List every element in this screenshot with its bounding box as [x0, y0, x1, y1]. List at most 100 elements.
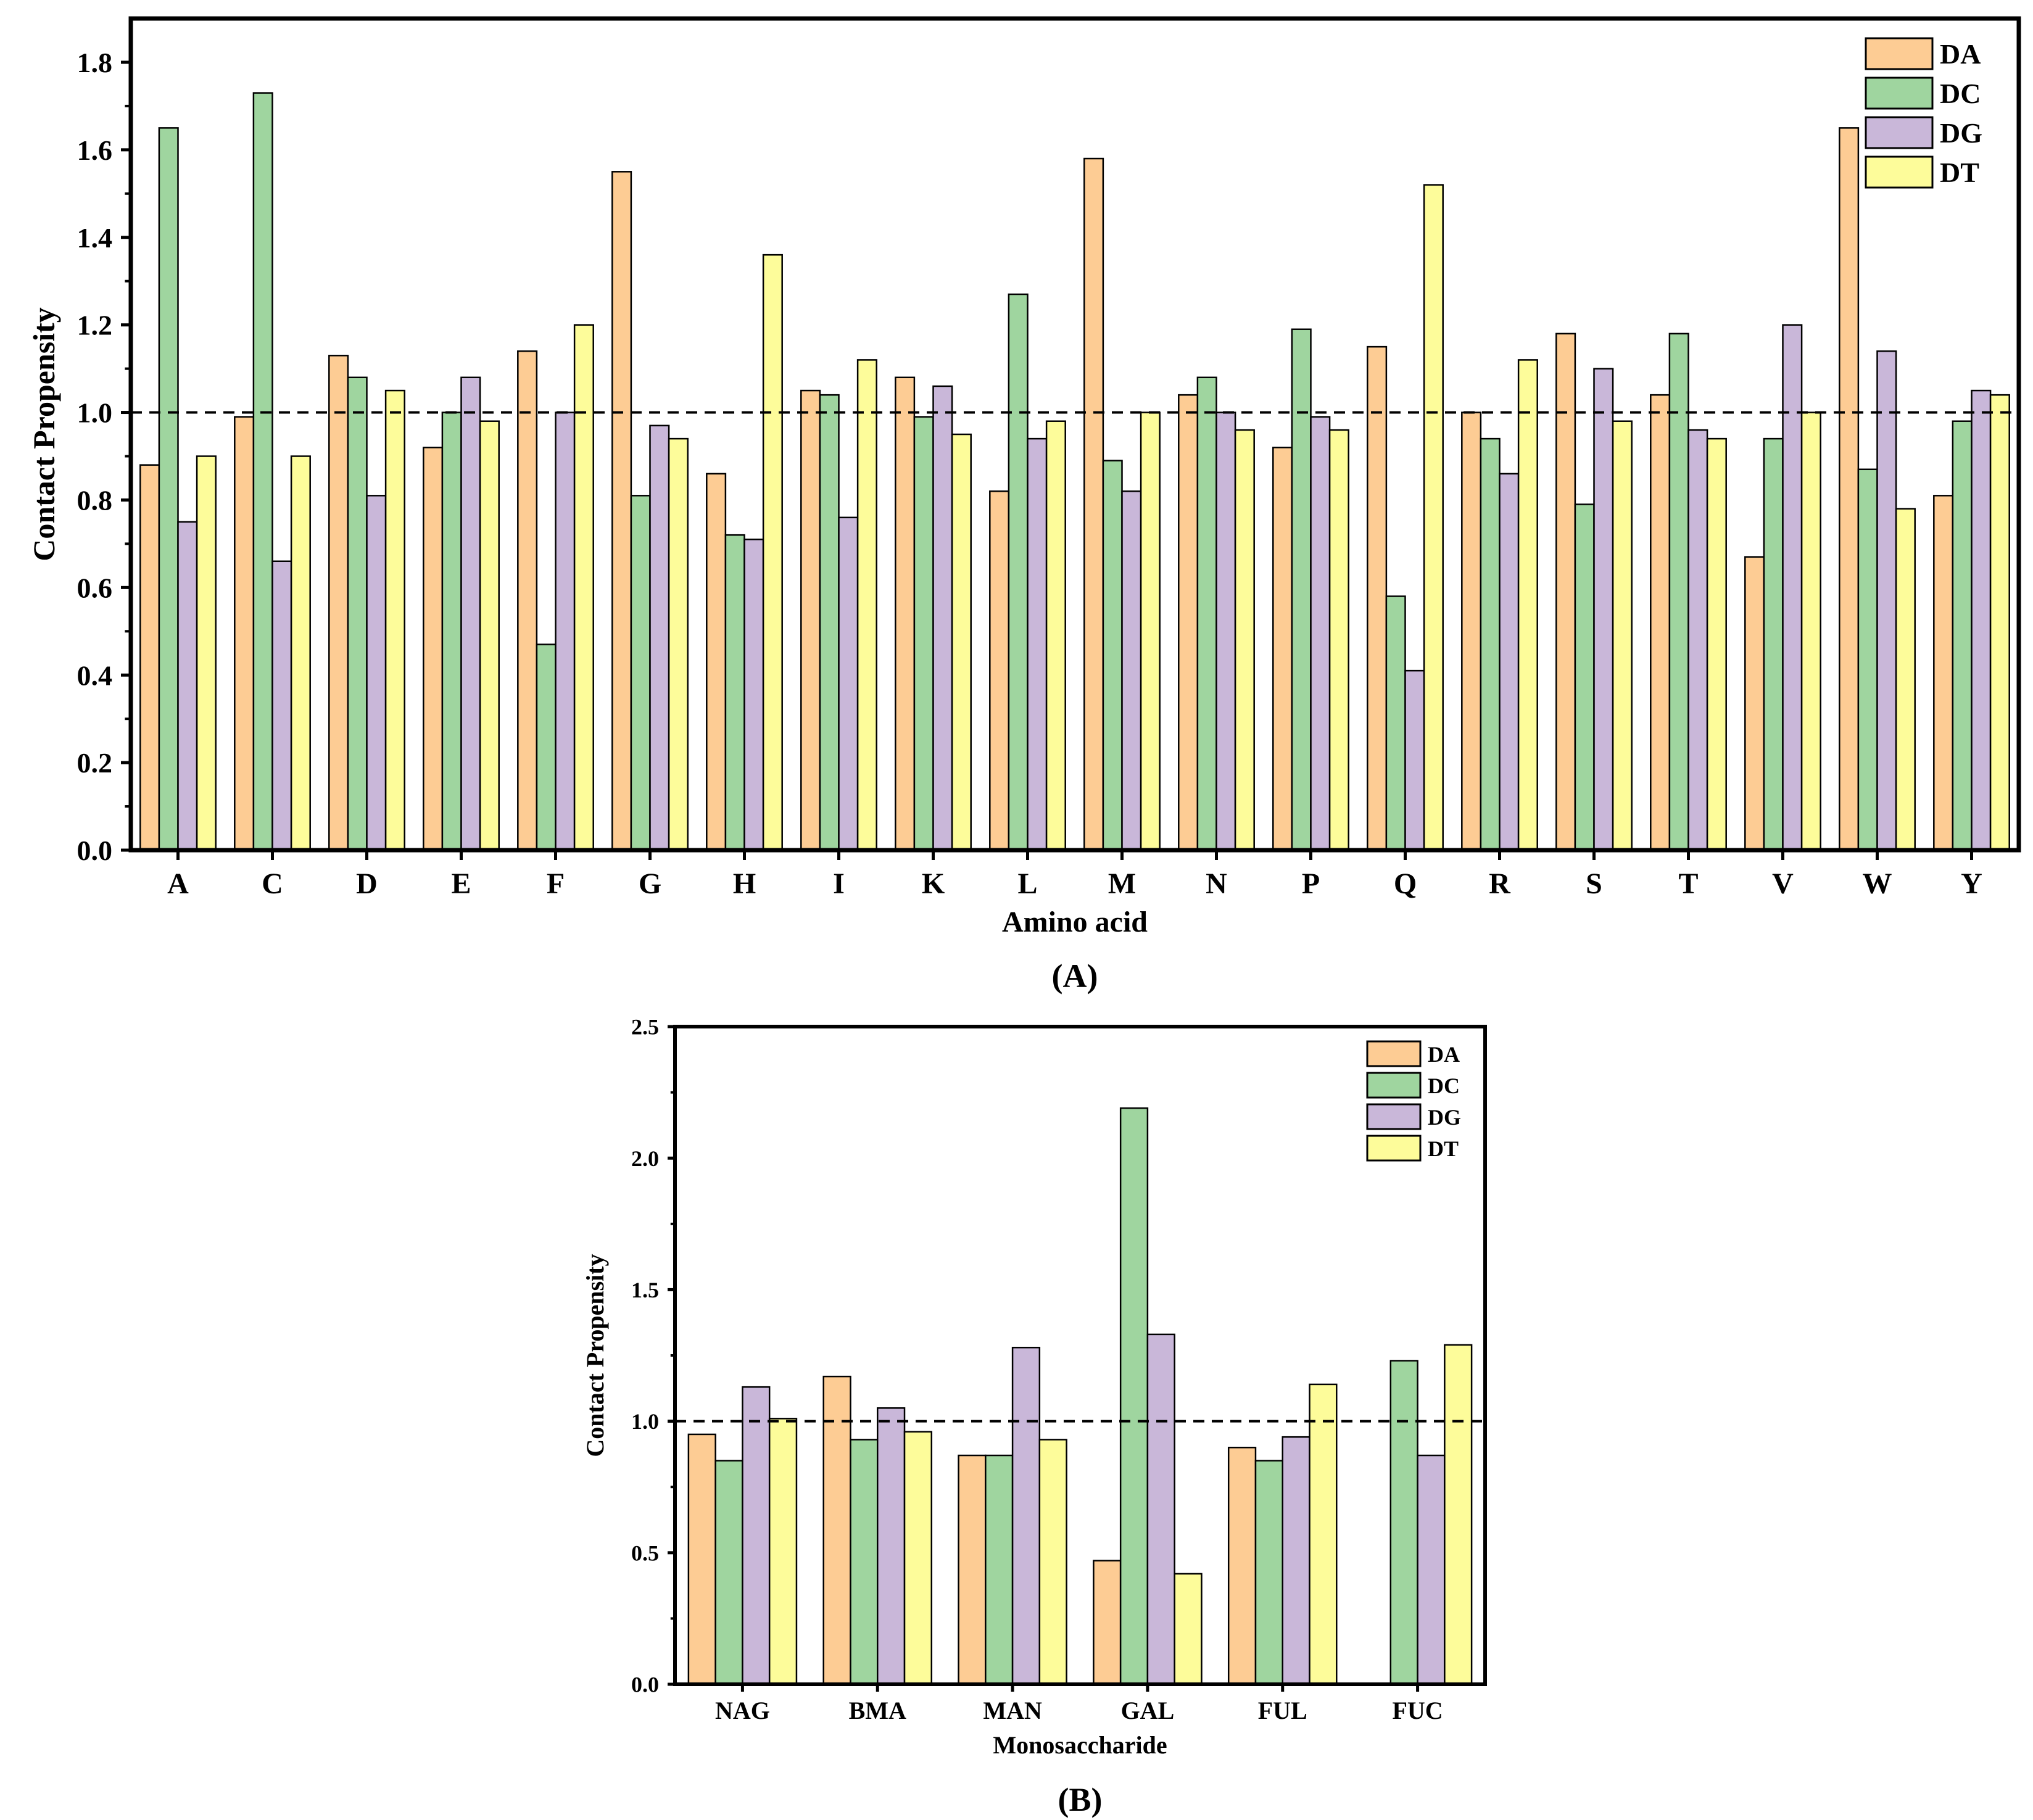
bar-da-t: [1650, 394, 1671, 851]
bar-da-ful: [1227, 1446, 1257, 1686]
legend-label-dg: DG: [1940, 117, 1982, 149]
x-tick-label: S: [1586, 867, 1602, 900]
y-tick-label: 1.8: [77, 47, 113, 78]
x-tick-label: K: [922, 867, 945, 900]
x-tick-label: Q: [1394, 867, 1417, 900]
legend-swatch-da: [1366, 1040, 1422, 1067]
bar-dg-d: [366, 495, 387, 851]
bar-da-bma: [822, 1375, 851, 1686]
y-tick-label: 2.5: [631, 1015, 659, 1040]
x-tick-label: M: [1108, 867, 1136, 900]
x-tick-label: BMA: [849, 1697, 906, 1724]
bar-dg-q: [1404, 669, 1425, 851]
bar-da-nag: [687, 1433, 716, 1686]
bar-dg-k: [932, 385, 953, 851]
bar-da-h: [706, 473, 727, 851]
legend-label-dg: DG: [1428, 1105, 1461, 1130]
bar-da-a: [139, 464, 160, 851]
bar-dc-q: [1385, 595, 1406, 851]
y-axis-label: Contact Propensity: [581, 1254, 609, 1457]
bar-dt-l: [1045, 420, 1066, 851]
bar-dc-c: [252, 92, 273, 851]
y-tick-label: 0.2: [77, 747, 113, 779]
x-tick-label: G: [639, 867, 661, 900]
x-tick-label: Y: [1961, 867, 1982, 900]
bar-dc-h: [724, 534, 745, 851]
x-tick-label: T: [1678, 867, 1698, 900]
x-tick-label: N: [1206, 867, 1227, 900]
bar-dt-h: [762, 254, 783, 851]
bar-dc-d: [347, 376, 368, 851]
bar-da-d: [328, 355, 349, 851]
bar-dt-nag: [768, 1418, 798, 1686]
bar-da-g: [611, 171, 632, 851]
bar-dc-s: [1574, 503, 1595, 851]
y-tick-label: 0.8: [77, 485, 113, 516]
bar-dt-m: [1140, 412, 1161, 851]
bar-dt-fuc: [1444, 1344, 1473, 1686]
x-tick-label: V: [1772, 867, 1794, 900]
bar-dt-t: [1706, 437, 1727, 851]
bar-dg-t: [1687, 429, 1708, 851]
bar-dg-h: [743, 539, 764, 851]
chart-panel-b: 0.0 0.5 1.0 1.5 2.0 2.5 NAG BMA MAN GAL FUL FUC Mono…: [581, 1015, 1487, 1818]
bar-dt-y: [1989, 394, 2010, 851]
bar-da-m: [1083, 157, 1104, 851]
bar-dc-n: [1196, 376, 1217, 851]
bar-dt-v: [1800, 412, 1821, 851]
y-tick-label: 0.5: [631, 1541, 659, 1565]
x-tick-label: H: [733, 867, 756, 900]
bar-dt-ful: [1309, 1383, 1338, 1686]
bar-dg-man: [1011, 1346, 1041, 1686]
bar-dg-ful: [1281, 1436, 1310, 1686]
x-tick-label: E: [451, 867, 471, 900]
y-tick-label: 1.2: [77, 310, 113, 341]
bar-da-i: [800, 389, 821, 851]
legend: DA DC DG DT: [1865, 37, 1982, 189]
legend-label-dc: DC: [1940, 78, 1981, 109]
bar-dg-v: [1782, 324, 1803, 851]
bar-dc-g: [630, 495, 651, 851]
bar-dg-n: [1215, 412, 1236, 851]
bar-dg-nag: [742, 1386, 771, 1686]
bar-dg-w: [1876, 350, 1897, 851]
bar-dg-e: [460, 376, 481, 851]
y-tick-label: 1.5: [631, 1278, 659, 1302]
legend-swatch-dt: [1366, 1135, 1422, 1162]
x-axis-label: Amino acid: [1002, 906, 1148, 938]
x-tick-label: MAN: [983, 1697, 1042, 1724]
panel-label: (B): [1058, 1781, 1103, 1818]
bar-dt-q: [1423, 184, 1444, 851]
bar-da-n: [1178, 394, 1199, 851]
bar-dg-bma: [877, 1407, 906, 1686]
bar-da-q: [1367, 345, 1388, 851]
bar-da-man: [958, 1454, 987, 1686]
x-tick-label: I: [833, 867, 845, 900]
bar-dg-s: [1593, 368, 1614, 851]
bar-da-w: [1839, 127, 1860, 851]
bar-dt-r: [1517, 359, 1538, 851]
legend-label-da: DA: [1428, 1042, 1460, 1067]
bar-dc-l: [1008, 293, 1029, 851]
bar-da-s: [1555, 333, 1576, 851]
bar-dc-bma: [850, 1439, 879, 1686]
bar-dc-k: [913, 416, 934, 851]
bar-da-e: [423, 447, 444, 851]
y-tick-label: 0.0: [631, 1673, 659, 1697]
bar-da-v: [1744, 556, 1765, 851]
legend-swatch-dt: [1865, 155, 1934, 189]
x-tick-label: FUC: [1392, 1697, 1443, 1724]
bar-dc-f: [536, 643, 557, 851]
y-tick-label: 0.4: [77, 660, 113, 691]
bar-dc-m: [1102, 460, 1123, 851]
y-tick-label: 2.0: [631, 1146, 659, 1171]
y-tick-label: 1.6: [77, 134, 113, 166]
bar-da-y: [1933, 495, 1954, 851]
bar-dc-p: [1291, 328, 1312, 851]
bar-da-f: [517, 350, 538, 851]
bar-dt-s: [1612, 420, 1633, 851]
bar-dg-f: [555, 412, 576, 851]
bar-dt-i: [856, 359, 877, 851]
bar-dg-fuc: [1417, 1454, 1446, 1686]
